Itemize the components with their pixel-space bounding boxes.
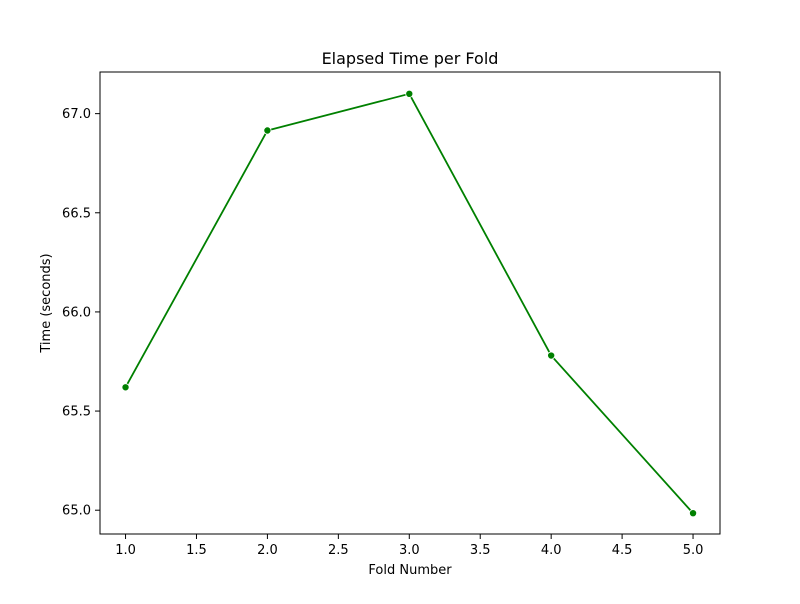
- y-tick-label: 65.0: [62, 504, 91, 519]
- chart-title: Elapsed Time per Fold: [322, 49, 499, 68]
- y-tick-label: 66.5: [62, 206, 91, 221]
- x-tick-label: 4.0: [541, 543, 562, 558]
- data-point: [547, 351, 556, 360]
- data-point: [689, 509, 698, 518]
- x-tick-label: 1.0: [115, 543, 136, 558]
- x-tick-label: 3.5: [470, 543, 491, 558]
- y-tick-label: 65.5: [62, 405, 91, 420]
- y-axis-ticks: 65.0 65.5 66.0 66.5 67.0: [62, 107, 100, 519]
- data-point: [121, 383, 130, 392]
- y-tick-label: 67.0: [62, 107, 91, 122]
- x-axis-label: Fold Number: [368, 563, 452, 578]
- y-axis-label: Time (seconds): [39, 253, 54, 353]
- data-point: [263, 126, 272, 135]
- x-axis-ticks: 1.0 1.5 2.0 2.5 3.0 3.5 4.0 4.5 5.0: [115, 534, 703, 558]
- plot-area: [100, 72, 720, 534]
- series-layer: [121, 89, 698, 518]
- x-tick-label: 4.5: [612, 543, 633, 558]
- x-tick-label: 1.5: [186, 543, 207, 558]
- plot-frame: [99, 71, 721, 535]
- x-tick-label: 3.0: [399, 543, 420, 558]
- data-point: [405, 89, 414, 98]
- x-tick-label: 2.0: [257, 543, 278, 558]
- y-tick-label: 66.0: [62, 305, 91, 320]
- x-tick-label: 2.5: [328, 543, 349, 558]
- x-tick-label: 5.0: [683, 543, 704, 558]
